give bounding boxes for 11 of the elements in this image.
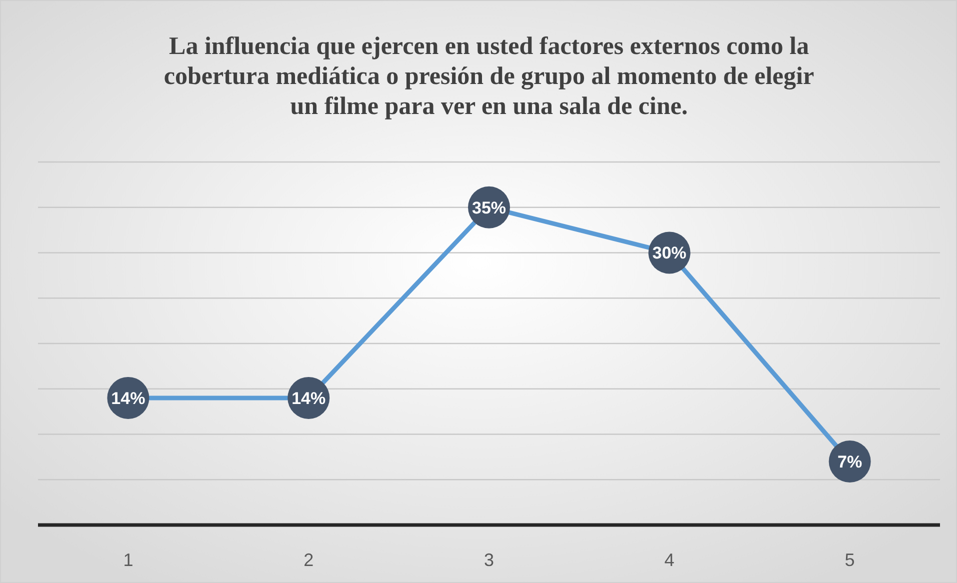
x-tick-label: 5 (844, 550, 855, 570)
data-label: 7% (838, 452, 862, 472)
data-label: 14% (111, 388, 146, 408)
data-label: 14% (292, 388, 326, 408)
data-label: 35% (472, 198, 506, 218)
x-tick-label: 2 (304, 550, 314, 570)
x-tick-label: 4 (664, 550, 674, 570)
x-tick-label: 3 (484, 550, 494, 570)
chart-title: La influencia que ejercen en usted factores externos como la cobertura mediática o presión de grupo al momento de elegir un filme para ver en una sala de cine. (164, 33, 814, 120)
x-tick-label: 1 (123, 550, 134, 570)
data-label: 30% (652, 244, 686, 263)
